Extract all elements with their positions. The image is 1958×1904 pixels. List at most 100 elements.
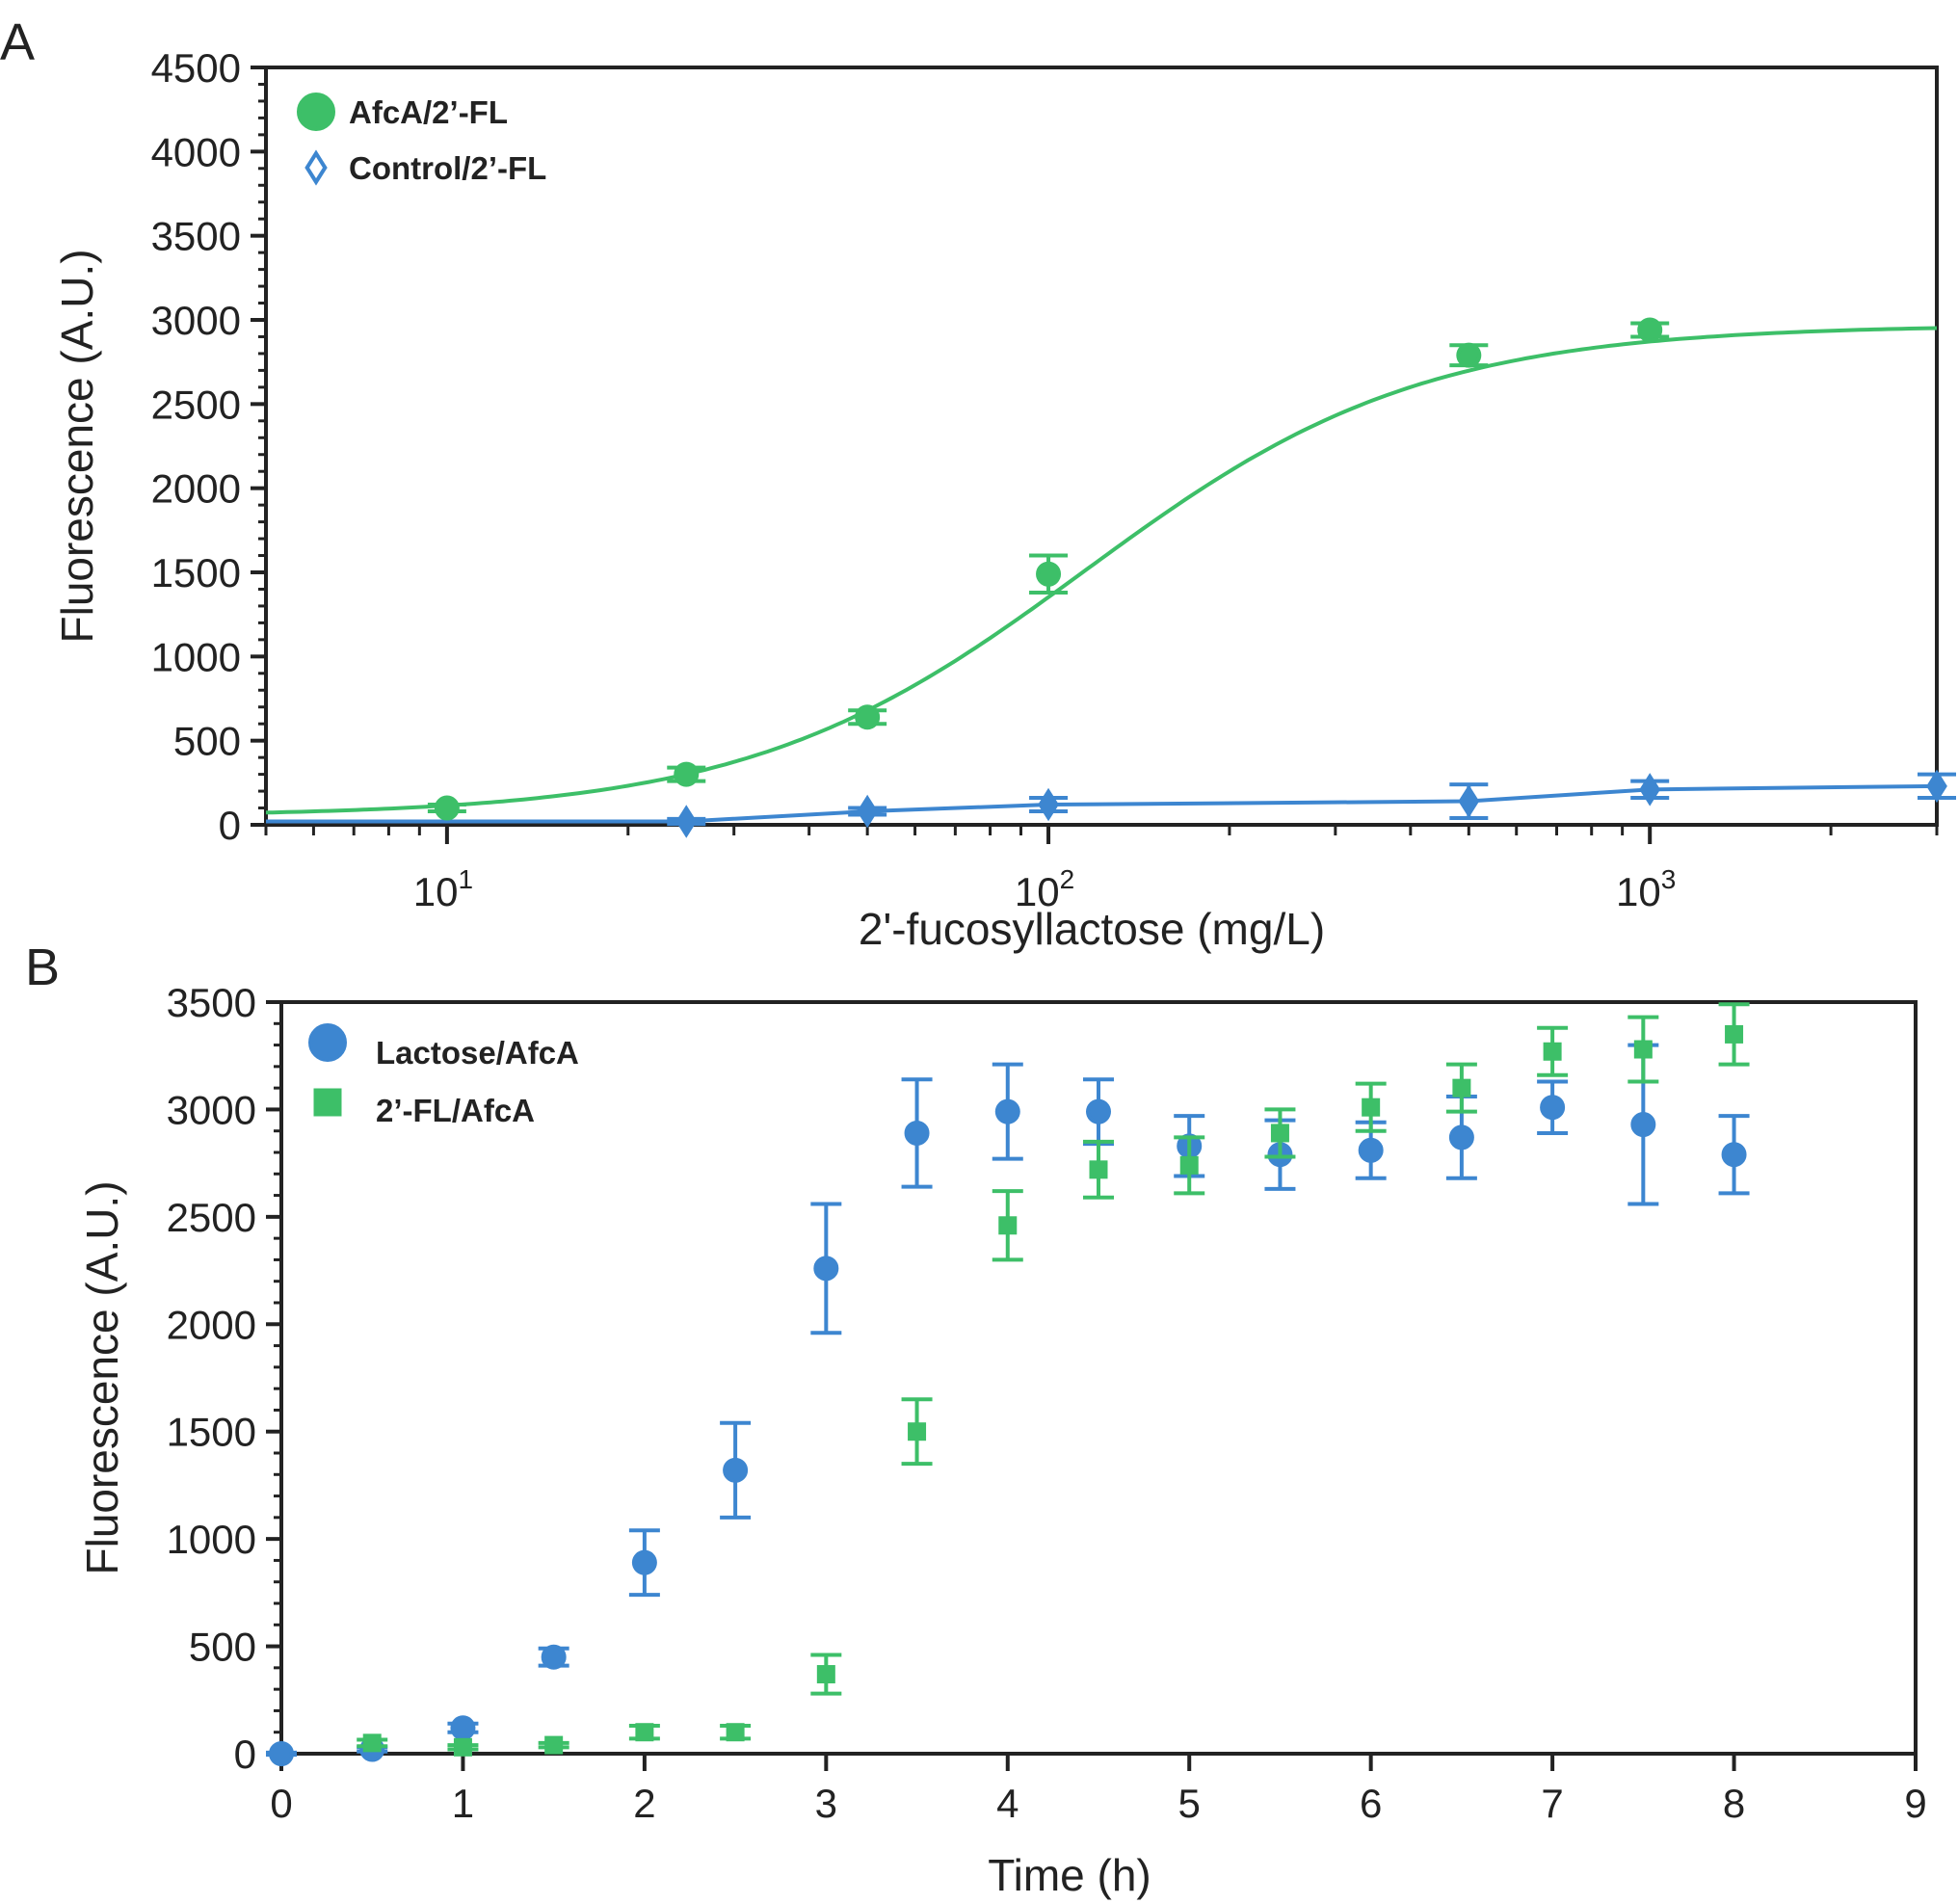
tick-exponent: 3 <box>1661 864 1677 894</box>
panel-b-y-tick-label: 0 <box>234 1732 256 1777</box>
panel-b-x-tick-label: 4 <box>996 1781 1019 1826</box>
axes-layer <box>251 66 1939 1771</box>
tick-base: 10 <box>1015 869 1060 914</box>
panel-a-data-point <box>675 805 698 838</box>
panel-b-data-point <box>1358 1137 1384 1163</box>
panel-a-y-tick-label: 4000 <box>151 129 241 174</box>
panel-b-data-point <box>1179 1155 1199 1175</box>
panel-a-fit-curve-afca <box>265 326 1938 815</box>
panel-b-legend: Lactose/AfcA 2’-FL/AfcA <box>308 1023 579 1128</box>
panel-b-data-point <box>450 1715 476 1741</box>
panel-b-data-point <box>635 1723 654 1742</box>
panel-b-data-point <box>813 1256 839 1282</box>
panel-b-data-point <box>544 1735 564 1755</box>
panel-a-data-point <box>1639 773 1661 807</box>
panel-b-data-point <box>362 1733 382 1753</box>
panel-b-data-point <box>723 1457 749 1483</box>
panel-b-data-point <box>726 1723 745 1742</box>
panel-b-data-point <box>1448 1124 1474 1150</box>
panel-b-data-point <box>631 1549 657 1575</box>
panel-a-data-point <box>1038 787 1059 822</box>
legend-marker-lactose <box>308 1023 347 1062</box>
panel-b-data-point <box>1089 1160 1108 1179</box>
legend-marker-afca <box>297 93 335 131</box>
panel-b-x-tick-label: 6 <box>1360 1781 1382 1826</box>
panel-b-data-point <box>1633 1040 1653 1059</box>
panel-b-data-point <box>908 1422 927 1441</box>
panel-a-y-tick-label: 1000 <box>151 634 241 679</box>
tick-exponent: 1 <box>458 864 473 894</box>
panel-a-data-point <box>1458 784 1480 818</box>
legend-marker-control <box>304 149 328 186</box>
panel-a-y-tick-label: 2500 <box>151 382 241 427</box>
panel-a-x-tick-label: 103 <box>1616 864 1676 914</box>
panel-b-data-point <box>1725 1024 1744 1044</box>
panel-b-data-point <box>994 1098 1020 1124</box>
panel-a-data-point <box>674 761 700 787</box>
panel-a-data-point <box>1926 769 1947 804</box>
panel-b-y-tick-label: 3000 <box>167 1087 256 1132</box>
panel-a-data-point <box>855 704 881 730</box>
panel-a-plot-frame <box>264 66 1939 827</box>
legend-label-afca: AfcA/2’-FL <box>349 94 508 130</box>
panel-b-data-point <box>1721 1142 1747 1168</box>
panel-b-data-point <box>541 1644 567 1670</box>
panel-b-data-point <box>1362 1097 1381 1117</box>
panel-a-data-point <box>434 795 460 821</box>
panel-a-y-tick-label: 1500 <box>151 550 241 595</box>
panel-b-data-point <box>904 1120 930 1146</box>
panel-a-data-point <box>1637 317 1663 343</box>
tick-base: 10 <box>413 869 459 914</box>
panel-b-data-point <box>453 1737 472 1757</box>
panel-a-legend: AfcA/2’-FL Control/2’-FL <box>297 93 546 186</box>
tick-base: 10 <box>1616 869 1661 914</box>
panel-a-y-axis-title: Fluorescence (A.U.) <box>52 249 102 643</box>
panel-b-x-tick-label: 8 <box>1723 1781 1745 1826</box>
panel-a-data-point <box>1456 342 1482 368</box>
panel-b-y-tick-label: 1000 <box>167 1517 256 1562</box>
panel-b-x-tick-label: 1 <box>452 1781 474 1826</box>
panel-a-y-tick-label: 0 <box>219 803 241 848</box>
panel-b-y-tick-label: 3500 <box>167 980 256 1025</box>
panel-b-data-point <box>998 1216 1018 1235</box>
panel-a-x-axis-title: 2'-fucosyllactose (mg/L) <box>859 904 1325 954</box>
panel-b-data-point <box>1452 1078 1471 1097</box>
panel-b-data-point <box>1630 1112 1656 1138</box>
panel-a-x-tick-label: 102 <box>1015 864 1074 914</box>
panel-b-y-tick-label: 1500 <box>167 1410 256 1455</box>
panel-a-y-tick-label: 3500 <box>151 214 241 259</box>
panel-b-data-point <box>816 1665 835 1684</box>
panel-b-x-tick-label: 0 <box>270 1781 292 1826</box>
panel-label-a: A <box>0 13 35 71</box>
panel-a-y-tick-label: 4500 <box>151 45 241 91</box>
panel-a-x-tick-label: 101 <box>413 864 473 914</box>
panel-b-x-tick-label: 2 <box>633 1781 655 1826</box>
panel-b-data-point <box>269 1741 294 1766</box>
panel-a-y-tick-label: 3000 <box>151 298 241 343</box>
panel-b-x-tick-label: 3 <box>815 1781 837 1826</box>
legend-label-control: Control/2’-FL <box>349 150 546 186</box>
panel-label-b: B <box>25 939 60 996</box>
panel-b-y-tick-label: 500 <box>189 1625 256 1670</box>
panel-b-data-point <box>1270 1124 1289 1143</box>
panel-b-y-tick-label: 2500 <box>167 1195 256 1240</box>
data-layer: AfcA/2’-FL Control/2’-FL Lactose/AfcA 2’-FL… <box>265 93 1956 1766</box>
panel-a-y-tick-label: 2000 <box>151 466 241 512</box>
panel-a-y-tick-label: 500 <box>173 719 241 764</box>
panel-b-data-point <box>1086 1098 1111 1124</box>
panel-b-plot-frame <box>279 1000 1918 1756</box>
tick-exponent: 2 <box>1060 864 1075 894</box>
panel-b-x-tick-label: 7 <box>1541 1781 1563 1826</box>
legend-marker-2fl <box>313 1088 342 1117</box>
panel-b-y-axis-title: Fluorescence (A.U.) <box>77 1180 127 1574</box>
panel-b-x-axis-title: Time (h) <box>988 1850 1151 1900</box>
text-layer: A050010001500200025003000350040004500101… <box>0 13 1927 1900</box>
panel-a-line-control <box>266 783 1938 824</box>
panel-a-data-point <box>1036 561 1062 587</box>
legend-label-lactose: Lactose/AfcA <box>376 1035 579 1071</box>
panel-b-data-point <box>1540 1095 1566 1121</box>
legend-label-2fl: 2’-FL/AfcA <box>376 1093 535 1128</box>
panel-a-data-point <box>857 794 879 829</box>
panel-b-y-tick-label: 2000 <box>167 1302 256 1347</box>
